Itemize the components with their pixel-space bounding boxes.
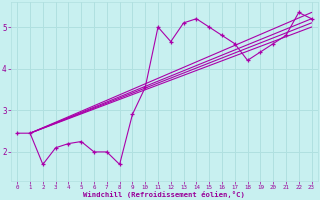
X-axis label: Windchill (Refroidissement éolien,°C): Windchill (Refroidissement éolien,°C) [84, 191, 245, 198]
